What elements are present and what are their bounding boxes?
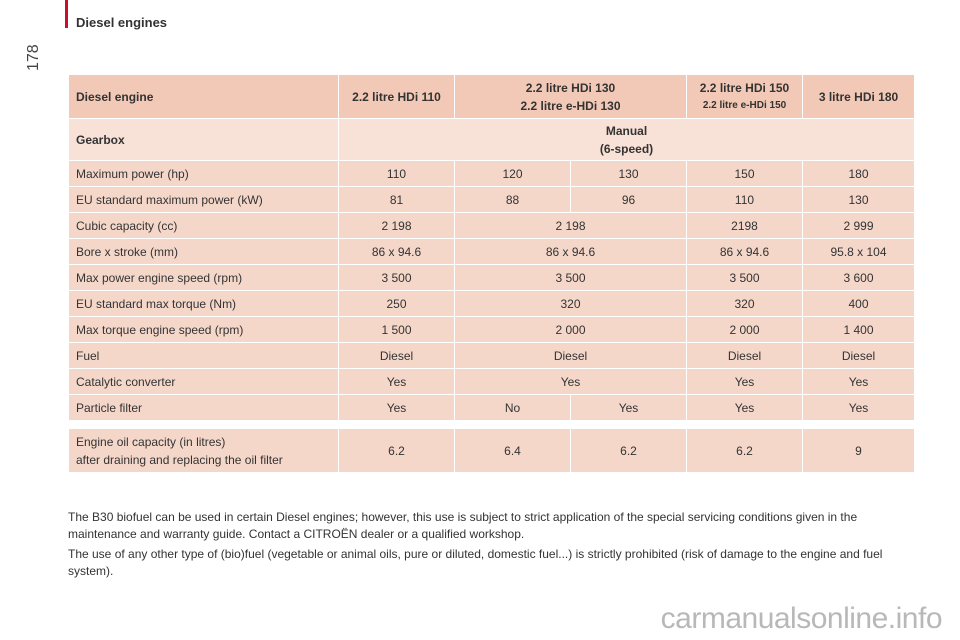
table-cell: 180 <box>802 160 915 187</box>
table-cell: Yes <box>454 368 687 395</box>
gearbox-line2: (6-speed) <box>599 141 654 156</box>
table-cell: 1 400 <box>802 316 915 343</box>
watermark: carmanualsonline.info <box>660 602 943 635</box>
row-label: Engine oil capacity (in litres) after dr… <box>68 428 339 473</box>
header-label: Diesel engine <box>68 74 339 119</box>
row-label: Max power engine speed (rpm) <box>68 264 339 291</box>
table-header-row: Diesel engine 2.2 litre HDi 110 2.2 litr… <box>68 74 915 119</box>
table-cell: 150 <box>686 160 803 187</box>
table-cell: 3 500 <box>338 264 455 291</box>
gearbox-value: Manual (6-speed) <box>338 118 915 161</box>
header-col-hdi130-line1: 2.2 litre HDi 130 <box>525 80 616 95</box>
header-col-hdi110: 2.2 litre HDi 110 <box>338 74 455 119</box>
table-row: Maximum power (hp) 110 120 130 150 180 <box>68 160 915 187</box>
table-cell: Diesel <box>802 342 915 369</box>
row-label: Bore x stroke (mm) <box>68 238 339 265</box>
table-cell: 6.4 <box>454 428 571 473</box>
table-row: EU standard maximum power (kW) 81 88 96 … <box>68 186 915 213</box>
table-cell: 9 <box>802 428 915 473</box>
header-col-hdi150-line2: 2.2 litre e-HDi 150 <box>702 99 787 111</box>
table-cell: 96 <box>570 186 687 213</box>
table-cell: 88 <box>454 186 571 213</box>
table-row: Gearbox Manual (6-speed) <box>68 118 915 161</box>
table-cell: Yes <box>338 368 455 395</box>
table-cell: Yes <box>802 394 915 421</box>
table-row: EU standard max torque (Nm) 250 320 320 … <box>68 290 915 317</box>
engine-spec-table: Diesel engine 2.2 litre HDi 110 2.2 litr… <box>68 74 915 473</box>
table-row: Max power engine speed (rpm) 3 500 3 500… <box>68 264 915 291</box>
table-cell: 2 999 <box>802 212 915 239</box>
table-row: Engine oil capacity (in litres) after dr… <box>68 428 915 473</box>
section-title: Diesel engines <box>76 15 168 30</box>
header-col-hdi150: 2.2 litre HDi 150 2.2 litre e-HDi 150 <box>686 74 803 119</box>
oil-label-line2: after draining and replacing the oil fil… <box>76 452 283 467</box>
table-row: Bore x stroke (mm) 86 x 94.6 86 x 94.6 8… <box>68 238 915 265</box>
table-cell: 320 <box>686 290 803 317</box>
table-cell: Diesel <box>338 342 455 369</box>
table-row: Particle filter Yes No Yes Yes Yes <box>68 394 915 421</box>
header-col-hdi130: 2.2 litre HDi 130 2.2 litre e-HDi 130 <box>454 74 687 119</box>
table-cell: 6.2 <box>570 428 687 473</box>
table-cell: Diesel <box>686 342 803 369</box>
table-cell: 2 198 <box>454 212 687 239</box>
table-cell: 110 <box>686 186 803 213</box>
table-cell: 1 500 <box>338 316 455 343</box>
table-cell: 86 x 94.6 <box>686 238 803 265</box>
table-cell: 6.2 <box>338 428 455 473</box>
table-spacer <box>68 420 915 429</box>
table-cell: 2 000 <box>454 316 687 343</box>
table-cell: 81 <box>338 186 455 213</box>
table-cell: 95.8 x 104 <box>802 238 915 265</box>
row-label: Fuel <box>68 342 339 369</box>
table-row: Cubic capacity (cc) 2 198 2 198 2198 2 9… <box>68 212 915 239</box>
notes: The B30 biofuel can be used in certain D… <box>68 509 914 583</box>
table-cell: 86 x 94.6 <box>454 238 687 265</box>
table-row: Catalytic converter Yes Yes Yes Yes <box>68 368 915 395</box>
table-cell: 130 <box>570 160 687 187</box>
gearbox-label: Gearbox <box>68 118 339 161</box>
table-cell: 2 198 <box>338 212 455 239</box>
table-cell: 86 x 94.6 <box>338 238 455 265</box>
table-cell: 2 000 <box>686 316 803 343</box>
table-cell: 3 500 <box>454 264 687 291</box>
table-cell: Yes <box>570 394 687 421</box>
table-cell: No <box>454 394 571 421</box>
row-label: Particle filter <box>68 394 339 421</box>
table-cell: Yes <box>686 368 803 395</box>
table-cell: Yes <box>802 368 915 395</box>
table-cell: Yes <box>686 394 803 421</box>
header-col-hdi150-line1: 2.2 litre HDi 150 <box>699 80 790 95</box>
table-cell: Diesel <box>454 342 687 369</box>
page-number: 178 <box>25 44 42 72</box>
table-row: Max torque engine speed (rpm) 1 500 2 00… <box>68 316 915 343</box>
table-cell: 130 <box>802 186 915 213</box>
header-col-hdi180: 3 litre HDi 180 <box>802 74 915 119</box>
table-cell: 6.2 <box>686 428 803 473</box>
table-cell: 120 <box>454 160 571 187</box>
oil-label-line1: Engine oil capacity (in litres) <box>76 434 226 449</box>
table-cell: 400 <box>802 290 915 317</box>
table-cell: Yes <box>338 394 455 421</box>
note-b30-biofuel: The B30 biofuel can be used in certain D… <box>68 510 858 541</box>
row-label: Maximum power (hp) <box>68 160 339 187</box>
table-cell: 3 600 <box>802 264 915 291</box>
row-label: EU standard maximum power (kW) <box>68 186 339 213</box>
table-row: Fuel Diesel Diesel Diesel Diesel <box>68 342 915 369</box>
table-cell: 250 <box>338 290 455 317</box>
table-cell: 3 500 <box>686 264 803 291</box>
row-label: Cubic capacity (cc) <box>68 212 339 239</box>
note-other-fuel: The use of any other type of (bio)fuel (… <box>68 547 883 578</box>
table-cell: 320 <box>454 290 687 317</box>
gearbox-line1: Manual <box>605 123 648 138</box>
row-label: Catalytic converter <box>68 368 339 395</box>
table-cell: 2198 <box>686 212 803 239</box>
section-marker-bar <box>65 0 68 28</box>
header-col-hdi130-line2: 2.2 litre e-HDi 130 <box>520 98 621 113</box>
row-label: EU standard max torque (Nm) <box>68 290 339 317</box>
table-cell: 110 <box>338 160 455 187</box>
row-label: Max torque engine speed (rpm) <box>68 316 339 343</box>
